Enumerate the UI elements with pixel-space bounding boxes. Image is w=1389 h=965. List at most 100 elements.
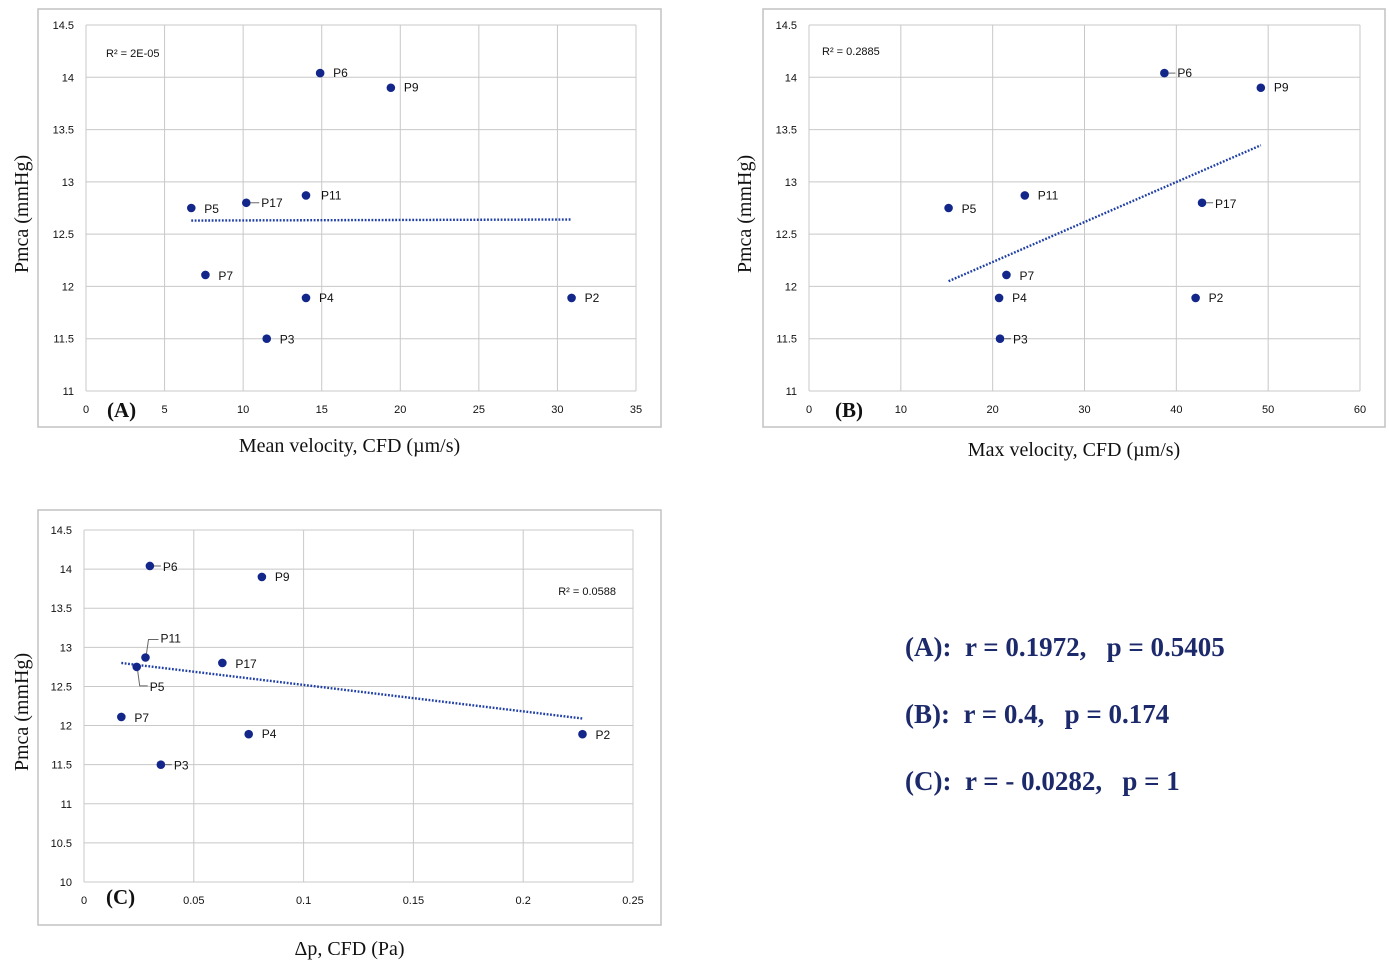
chart-b-y-tick-label: 11: [786, 386, 797, 398]
chart-c-y-tick-label: 12: [60, 721, 72, 733]
chart-b-y-tick-label: 12: [785, 281, 797, 293]
chart-a-x-tick-label: 15: [316, 404, 328, 416]
chart-b-point-label-p4: P4: [1012, 291, 1027, 305]
chart-c-y-tick-label: 11.5: [51, 760, 72, 772]
chart-b-x-tick-label: 0: [806, 404, 812, 416]
chart-a-x-tick-label: 25: [473, 404, 485, 416]
chart-a-y-tick-label: 12: [62, 281, 74, 293]
chart-c-x-tick-label: 0: [81, 895, 87, 907]
chart-a-point-label-p6: P6: [333, 66, 348, 80]
chart-c-x-axis-title: Δp, CFD (Pa): [294, 938, 404, 960]
stats-row-a: (A): r = 0.1972, p = 0.5405: [905, 632, 1225, 699]
chart-b-point-label-p3: P3: [1013, 333, 1028, 347]
chart-c-frame: [37, 509, 662, 926]
chart-b-x-tick-label: 50: [1262, 404, 1274, 416]
chart-b-point-p6: [1160, 68, 1169, 78]
chart-b-point-p11: [1020, 191, 1030, 200]
chart-a-y-tick-label: 12.5: [53, 229, 74, 241]
chart-c-point-p4: [244, 729, 253, 739]
stats-row-b: (B): r = 0.4, p = 0.174: [905, 699, 1225, 766]
chart-b-y-tick-label: 14.5: [776, 20, 797, 32]
chart-b-x-axis-title: Max velocity, CFD (µm/s): [968, 439, 1180, 461]
chart-c-x-tick-label: 0.25: [622, 895, 643, 907]
chart-c-point-label-p9: P9: [275, 570, 290, 584]
chart-b-x-tick-label: 60: [1354, 404, 1366, 416]
chart-b-point-p4: [994, 293, 1004, 303]
chart-c-x-tick-label: 0.15: [403, 895, 424, 907]
chart-a-y-tick-label: 13.5: [53, 125, 74, 137]
chart-b-frame: [762, 8, 1386, 428]
chart-a-point-p6: [315, 68, 325, 78]
stats-panel-a: (A):: [905, 632, 952, 662]
stats-p-b: p = 0.174: [1064, 699, 1170, 729]
stats-p-c: p = 1: [1122, 766, 1180, 796]
chart-a-point-label-p11: P11: [321, 188, 342, 202]
chart-c-point-label-p3: P3: [174, 759, 189, 773]
chart-b-point-p17: [1197, 198, 1207, 208]
chart-a-y-axis-title: Pmca (mmHg): [11, 155, 33, 273]
chart-b-point-p2: [1191, 293, 1200, 303]
chart-a-panel-label: (A): [107, 398, 136, 422]
chart-c-point-p7: [117, 712, 126, 722]
chart-c-point-p3: [156, 760, 166, 769]
stats-row-c: (C): r = - 0.0282, p = 1: [905, 766, 1225, 833]
chart-b-y-tick-label: 12.5: [776, 229, 797, 241]
chart-c-leader-p5: [137, 670, 148, 687]
chart-c-y-tick-label: 11: [61, 799, 72, 811]
chart-a-point-label-p7: P7: [218, 269, 233, 283]
chart-a-point-p11: [301, 191, 311, 200]
chart-b-point-label-p5: P5: [962, 202, 977, 216]
chart-b-point-label-p17: P17: [1215, 197, 1237, 211]
chart-a-point-label-p4: P4: [319, 291, 334, 305]
chart-b-point-label-p2: P2: [1209, 291, 1224, 305]
chart-c-y-tick-label: 14: [60, 564, 72, 576]
chart-a-point-p3: [262, 334, 272, 344]
chart-a-point-label-p17: P17: [261, 196, 283, 210]
chart-b-y-tick-label: 14: [785, 72, 797, 84]
chart-b-point-p7: [1002, 270, 1011, 280]
chart-b-y-tick-label: 11.5: [776, 334, 797, 346]
chart-a-frame: [37, 8, 662, 428]
chart-a-point-p7: [201, 270, 210, 280]
chart-c-point-label-p7: P7: [134, 711, 149, 725]
chart-c-point-p2: [578, 729, 587, 739]
chart-b-y-tick-label: 13: [785, 177, 797, 189]
chart-a-y-tick-label: 11.5: [53, 334, 74, 346]
chart-a-trendline: [191, 218, 572, 222]
chart-a-point-label-p3: P3: [280, 333, 295, 347]
correlation-stats: (A): r = 0.1972, p = 0.5405 (B): r = 0.4…: [905, 632, 1225, 833]
chart-b-point-label-p11: P11: [1038, 188, 1059, 202]
chart-a-point-p2: [567, 293, 576, 303]
chart-c-y-tick-label: 10: [60, 877, 72, 889]
stats-panel-b: (B):: [905, 699, 950, 729]
chart-c-point-label-p17: P17: [235, 657, 257, 671]
chart-a-y-tick-label: 14.5: [53, 20, 74, 32]
chart-a-x-tick-label: 5: [162, 404, 168, 416]
stats-panel-c: (C):: [905, 766, 952, 796]
chart-c-x-tick-label: 0.05: [183, 895, 204, 907]
chart-c-y-tick-label: 14.5: [51, 525, 72, 537]
chart-b-x-tick-label: 30: [1078, 404, 1090, 416]
chart-b-y-axis-title: Pmca (mmHg): [734, 155, 756, 273]
chart-a-point-p17: [241, 198, 251, 208]
chart-c-point-label-p5: P5: [150, 680, 165, 694]
chart-a-x-axis-title: Mean velocity, CFD (µm/s): [239, 435, 460, 457]
chart-c-panel-label: (C): [106, 885, 135, 909]
chart-a-y-tick-label: 13: [62, 177, 74, 189]
chart-c-point-p11: [141, 653, 150, 662]
chart-b-x-tick-label: 40: [1170, 404, 1182, 416]
chart-a-point-p4: [301, 293, 311, 303]
chart-c-point-p5: [132, 662, 142, 672]
chart-c-r2-label: R² = 0.0588: [558, 586, 616, 598]
chart-a-point-label-p2: P2: [585, 291, 600, 305]
chart-a-y-tick-label: 14: [62, 72, 74, 84]
chart-b-r2-label: R² = 0.2885: [822, 46, 880, 58]
chart-c-x-tick-label: 0.2: [516, 895, 531, 907]
chart-c-y-tick-label: 13: [60, 642, 72, 654]
chart-b-point-p5: [944, 203, 953, 213]
chart-b-point-label-p7: P7: [1019, 269, 1034, 283]
stats-p-a: p = 0.5405: [1106, 632, 1225, 662]
chart-c-point-label-p11: P11: [160, 632, 181, 646]
chart-a-y-tick-label: 11: [63, 386, 74, 398]
